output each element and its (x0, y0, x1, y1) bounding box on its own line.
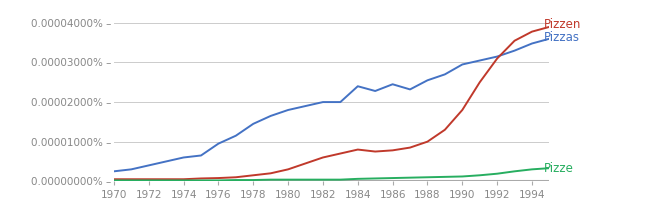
Text: Pizze: Pizze (544, 162, 574, 175)
Text: Pizzas: Pizzas (544, 31, 580, 44)
Text: Pizzen: Pizzen (544, 18, 582, 31)
